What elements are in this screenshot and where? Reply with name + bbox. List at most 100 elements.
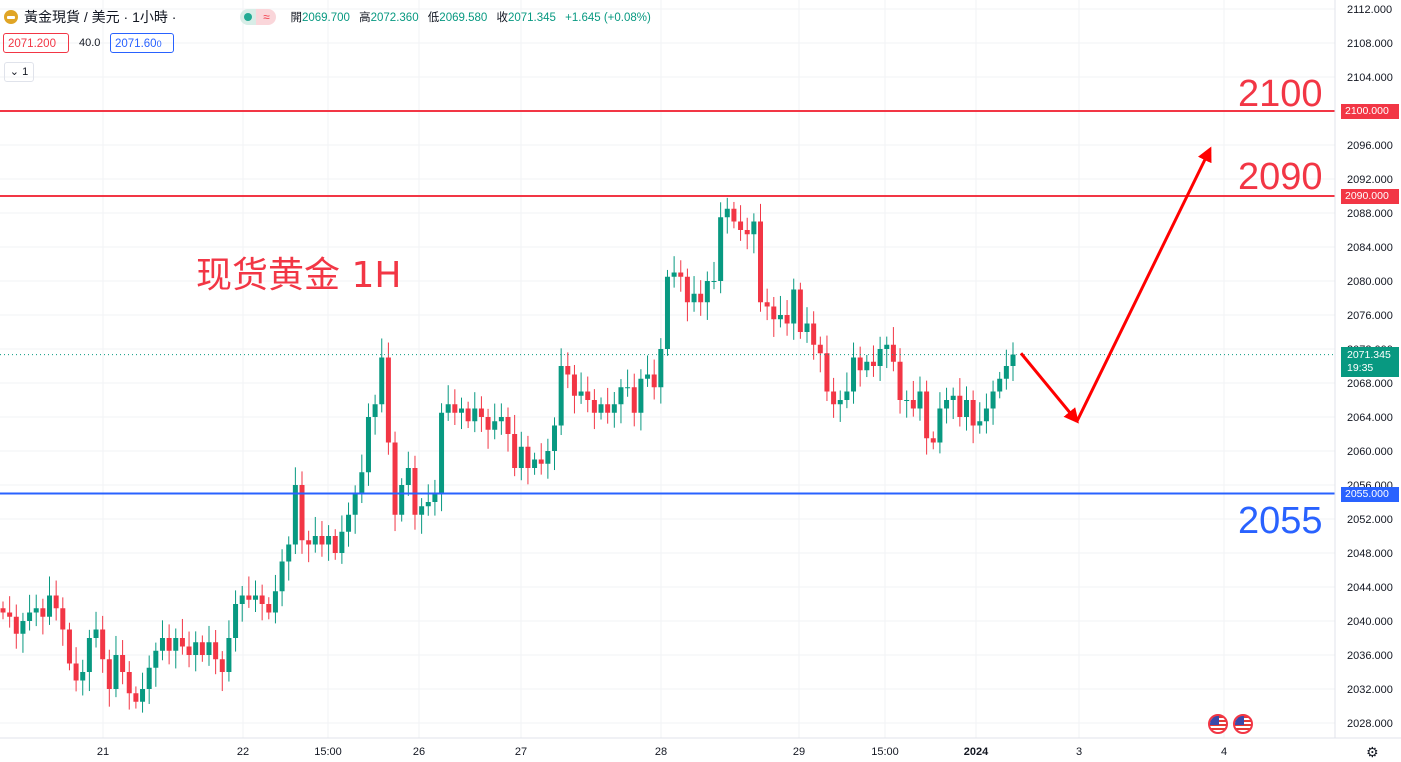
price-tick-label: 2036.000 <box>1347 650 1393 662</box>
candle-body <box>272 591 278 613</box>
forecast-arrow-1[interactable] <box>1019 352 1079 424</box>
candle-body <box>153 650 159 668</box>
candle-body <box>671 272 677 277</box>
candle-body <box>226 638 232 672</box>
candle-body <box>990 391 996 409</box>
candle-body <box>306 540 312 545</box>
candle-body <box>824 353 830 392</box>
candle-body <box>744 230 750 235</box>
candle-body <box>851 357 857 392</box>
indicators-toggle[interactable]: ⌄ 1 <box>4 62 34 82</box>
buy-button[interactable]: 2071.600 <box>110 33 174 53</box>
horizontal-lines[interactable] <box>0 110 1335 495</box>
low-value: 2069.580 <box>439 12 488 24</box>
candle-body <box>113 655 119 689</box>
candle-body <box>339 531 345 553</box>
candle-body <box>758 221 763 303</box>
time-tick-label: 3 <box>1076 746 1082 758</box>
candle-body <box>405 468 411 485</box>
price-tick-label: 2028.000 <box>1347 718 1393 730</box>
candle-body <box>884 344 890 349</box>
chart-annotation-title[interactable]: 现货黄金 1H <box>196 255 402 296</box>
price-tick-label: 2052.000 <box>1347 514 1393 526</box>
candle-body <box>804 323 810 332</box>
last-price-tag: 2071.345 19:35 <box>1341 347 1399 377</box>
sell-button[interactable]: 2071.200 <box>3 33 69 53</box>
price-tick-label: 2096.000 <box>1347 140 1393 152</box>
price-tick-label: 2064.000 <box>1347 412 1393 424</box>
candle-body <box>465 408 471 422</box>
candle-body <box>591 400 597 413</box>
candle-body <box>525 446 531 468</box>
candle-body <box>565 366 571 375</box>
candle-body <box>286 544 292 562</box>
time-tick-label: 28 <box>655 746 667 758</box>
candle-body <box>399 485 405 515</box>
candle-body <box>385 357 391 443</box>
candle-body <box>100 629 106 660</box>
candle-body <box>791 289 797 324</box>
candle-body <box>870 361 876 366</box>
candle-body <box>432 493 438 502</box>
level-2055-label[interactable]: 2055 <box>1238 500 1323 542</box>
candle-body <box>731 208 737 222</box>
level-2100-label[interactable]: 2100 <box>1238 73 1323 115</box>
candle-body <box>259 595 265 604</box>
candle-body <box>392 442 398 515</box>
market-status-icon[interactable] <box>240 9 257 25</box>
data-mode-icon[interactable]: ≈ <box>256 9 277 25</box>
candle-body <box>664 276 670 349</box>
candle-body <box>0 608 6 613</box>
candle-body <box>538 459 544 464</box>
candle-body <box>166 638 172 651</box>
candle-body <box>299 485 305 541</box>
candle-body <box>904 400 910 401</box>
low-label: 低 <box>427 12 440 24</box>
flag-us-icon[interactable] <box>1233 714 1253 734</box>
candle-body <box>944 400 950 409</box>
candle-body <box>684 276 690 303</box>
candle-body <box>645 374 651 379</box>
time-tick-label: 2024 <box>964 746 989 758</box>
price-tick-label: 2092.000 <box>1347 174 1393 186</box>
symbol-label[interactable]: 黃金現貨 <box>24 9 80 25</box>
candle-body <box>771 306 777 320</box>
symbol-name[interactable]: 黃金現貨 / 美元 · 1小時 · <box>24 7 176 27</box>
price-tick-label: 2088.000 <box>1347 208 1393 220</box>
candle-body <box>47 595 53 617</box>
level-2090-label[interactable]: 2090 <box>1238 156 1323 198</box>
candle-body <box>7 612 13 617</box>
candle-body <box>86 638 92 672</box>
candle-body <box>425 502 431 507</box>
high-label: 高 <box>359 12 371 24</box>
price-tick-label: 2080.000 <box>1347 276 1393 288</box>
candle-body <box>193 642 199 655</box>
candle-body <box>977 421 983 426</box>
price-tick-label: 2032.000 <box>1347 684 1393 696</box>
candle-body <box>864 361 870 371</box>
interval-label[interactable]: 美元 · 1小時 · <box>91 9 177 25</box>
candle-body <box>638 378 644 413</box>
candle-body <box>698 293 704 303</box>
forecast-arrow-2[interactable] <box>1075 146 1212 422</box>
forecast-arrows[interactable] <box>1019 146 1212 424</box>
candle-body <box>213 642 219 660</box>
candle-body <box>631 387 637 413</box>
time-axis[interactable]: 21 22 15:00 26 27 28 29 15:00 2024 3 4 <box>97 746 1227 758</box>
candle-body <box>332 536 338 553</box>
symbol-header: 黃金現貨 / 美元 · 1小時 · ≈ 開2069.700 高2072.360 … <box>4 7 657 27</box>
candle-body <box>651 374 657 388</box>
price-tag-2090: 2090.000 <box>1341 189 1399 204</box>
candle-body <box>233 604 239 638</box>
candle-body <box>963 400 969 417</box>
price-tick-label: 2076.000 <box>1347 310 1393 322</box>
price-tick-label: 2104.000 <box>1347 72 1393 84</box>
candle-body <box>518 446 524 468</box>
candle-body <box>857 357 863 371</box>
price-tick-label: 2048.000 <box>1347 548 1393 560</box>
price-tag-2055: 2055.000 <box>1341 487 1399 502</box>
settings-gear-icon[interactable]: ⚙ <box>1366 744 1379 760</box>
flag-us-icon[interactable] <box>1208 714 1228 734</box>
